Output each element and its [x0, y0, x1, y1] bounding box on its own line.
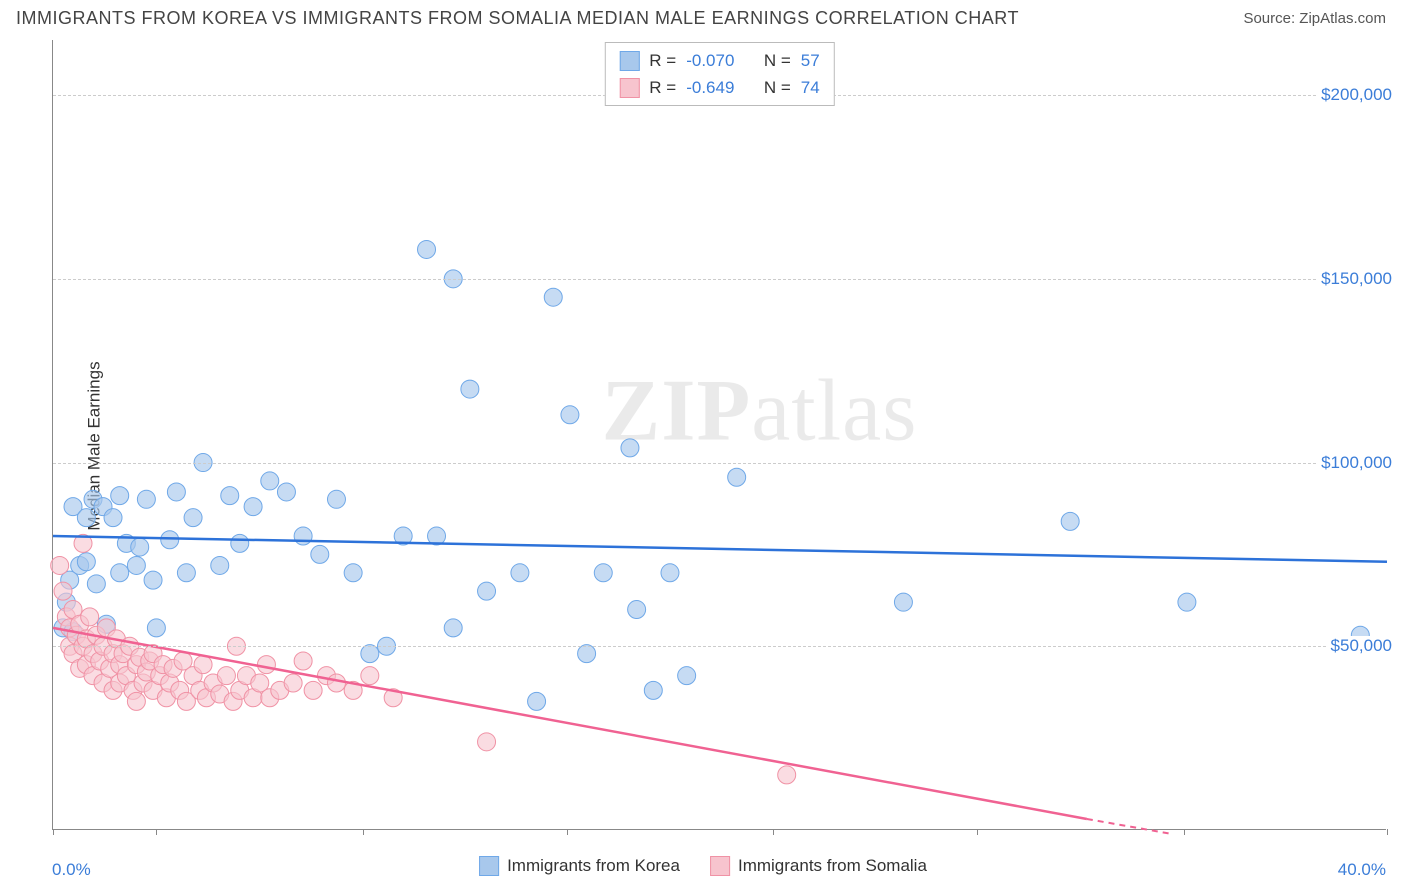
series-legend: Immigrants from Korea Immigrants from So…: [479, 856, 927, 876]
swatch-somalia-icon: [710, 856, 730, 876]
swatch-korea-icon: [479, 856, 499, 876]
data-point: [578, 645, 596, 663]
data-point: [257, 656, 275, 674]
data-point: [167, 483, 185, 501]
data-point: [418, 240, 436, 258]
data-point: [211, 556, 229, 574]
legend-item-korea: Immigrants from Korea: [479, 856, 680, 876]
data-point: [294, 652, 312, 670]
legend-row-somalia: R = -0.649 N = 74: [619, 74, 819, 101]
x-axis-min-label: 0.0%: [52, 860, 91, 880]
data-point: [728, 468, 746, 486]
data-point: [294, 527, 312, 545]
trend-line: [53, 536, 1387, 562]
y-tick-label: $50,000: [1327, 636, 1396, 656]
data-point: [327, 490, 345, 508]
y-tick-label: $200,000: [1317, 85, 1396, 105]
data-point: [194, 656, 212, 674]
x-axis-max-label: 40.0%: [1338, 860, 1386, 880]
data-point: [244, 498, 262, 516]
data-point: [344, 564, 362, 582]
data-point: [528, 692, 546, 710]
data-point: [444, 619, 462, 637]
legend-row-korea: R = -0.070 N = 57: [619, 47, 819, 74]
data-point: [304, 681, 322, 699]
data-point: [147, 619, 165, 637]
data-point: [81, 608, 99, 626]
x-tick: [156, 829, 157, 835]
data-point: [478, 582, 496, 600]
data-point: [77, 553, 95, 571]
data-point: [177, 564, 195, 582]
data-point: [231, 534, 249, 552]
data-point: [594, 564, 612, 582]
data-point: [327, 674, 345, 692]
data-point: [778, 766, 796, 784]
trend-line-extrapolated: [1087, 819, 1170, 834]
data-point: [127, 556, 145, 574]
legend-label-somalia: Immigrants from Somalia: [738, 856, 927, 876]
data-point: [144, 571, 162, 589]
data-point: [184, 509, 202, 527]
data-point: [544, 288, 562, 306]
legend-item-somalia: Immigrants from Somalia: [710, 856, 927, 876]
data-point: [894, 593, 912, 611]
data-point: [361, 667, 379, 685]
x-tick: [977, 829, 978, 835]
data-point: [284, 674, 302, 692]
data-point: [1061, 512, 1079, 530]
trend-line: [53, 628, 1087, 819]
data-point: [137, 490, 155, 508]
gridline: [53, 646, 1386, 647]
data-point: [478, 733, 496, 751]
data-point: [161, 531, 179, 549]
data-point: [87, 575, 105, 593]
data-point: [1178, 593, 1196, 611]
data-point: [261, 472, 279, 490]
x-tick: [1387, 829, 1388, 835]
y-tick-label: $150,000: [1317, 269, 1396, 289]
x-tick: [363, 829, 364, 835]
source-attribution: Source: ZipAtlas.com: [1243, 10, 1386, 27]
data-point: [361, 645, 379, 663]
gridline: [53, 279, 1386, 280]
data-point: [661, 564, 679, 582]
data-point: [217, 667, 235, 685]
data-point: [111, 487, 129, 505]
data-point: [221, 487, 239, 505]
data-point: [54, 582, 72, 600]
swatch-somalia: [619, 78, 639, 98]
data-point: [277, 483, 295, 501]
data-point: [127, 692, 145, 710]
data-point: [644, 681, 662, 699]
data-point: [621, 439, 639, 457]
x-tick: [53, 829, 54, 835]
data-point: [461, 380, 479, 398]
chart-plot-area: ZIPatlas R = -0.070 N = 57 R = -0.649 N …: [52, 40, 1386, 830]
data-point: [628, 601, 646, 619]
data-point: [104, 509, 122, 527]
data-point: [678, 667, 696, 685]
y-tick-label: $100,000: [1317, 453, 1396, 473]
chart-title: IMMIGRANTS FROM KOREA VS IMMIGRANTS FROM…: [16, 8, 1019, 29]
data-point: [111, 564, 129, 582]
swatch-korea: [619, 51, 639, 71]
data-point: [131, 538, 149, 556]
legend-label-korea: Immigrants from Korea: [507, 856, 680, 876]
correlation-legend: R = -0.070 N = 57 R = -0.649 N = 74: [604, 42, 834, 106]
x-tick: [773, 829, 774, 835]
gridline: [53, 463, 1386, 464]
data-point: [51, 556, 69, 574]
data-point: [561, 406, 579, 424]
data-point: [311, 545, 329, 563]
x-tick: [1184, 829, 1185, 835]
x-tick: [567, 829, 568, 835]
data-point: [77, 509, 95, 527]
data-point: [511, 564, 529, 582]
scatter-svg: [53, 40, 1386, 829]
